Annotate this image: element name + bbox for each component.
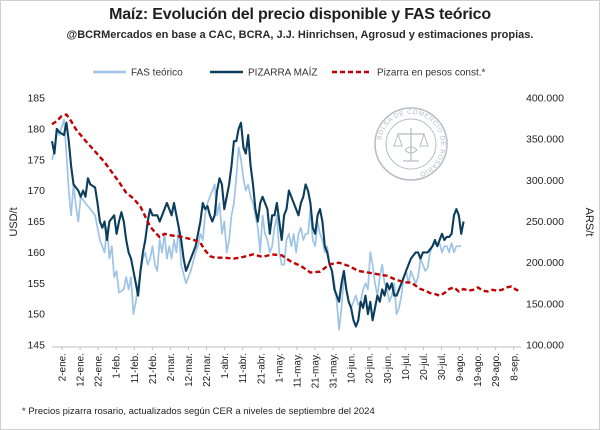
series-pizarra-pesos — [51, 113, 522, 297]
y-right-tick-label: 350.000 — [526, 134, 564, 146]
y-left-tick-label: 180 — [27, 123, 45, 135]
series-layer — [50, 113, 522, 331]
x-tick-label: 21-may. — [310, 353, 321, 388]
y-right-tick-label: 200.000 — [526, 257, 564, 269]
x-tick-label: 11-abr. — [238, 353, 249, 383]
x-tick-label: 11-feb. — [130, 353, 141, 383]
y-right-axis-title: ARS/t — [583, 208, 595, 237]
chart-subtitle: @BCRMercados en base a CAC, BCRA, J.J. H… — [66, 29, 534, 41]
series-pizarra-maiz — [50, 121, 465, 328]
x-tick-label: 22-ene. — [94, 353, 105, 387]
x-tick-label: 9-ago. — [455, 353, 466, 381]
y-right-tick-label: 300.000 — [526, 175, 564, 187]
x-tick-label: 19-ago. — [473, 353, 484, 387]
x-tick-label: 2-ene. — [58, 353, 69, 381]
x-tick-label: 22-mar. — [202, 353, 213, 387]
x-tick-label: 2-mar. — [166, 353, 177, 381]
chart-title: Maíz: Evolución del precio disponible y … — [109, 6, 491, 23]
x-tick-label: 30-jun. — [383, 353, 394, 384]
y-left-ticks: 145 150 155 160 165 170 175 180 185 — [27, 93, 45, 352]
y-right-tick-label: 100.000 — [526, 340, 564, 352]
chart-legend: FAS teórico PIZARRA MAÍZ Pizarra en peso… — [93, 66, 485, 79]
y-right-tick-label: 150.000 — [526, 298, 564, 310]
y-left-tick-label: 155 — [27, 278, 45, 290]
legend-label-fas: FAS teórico — [131, 68, 183, 79]
y-left-tick-label: 160 — [27, 247, 45, 259]
legend-label-pizarra: PIZARRA MAÍZ — [248, 66, 317, 79]
x-tick-label: 11-may. — [292, 353, 303, 388]
y-left-tick-label: 185 — [27, 93, 45, 105]
x-tick-label: 1-feb. — [112, 353, 123, 379]
y-left-tick-label: 175 — [27, 154, 45, 166]
x-tick-label: 10-jun. — [347, 353, 358, 384]
bcr-seal-watermark: BOLSA DE COMERCIO DE ROSARIO — [374, 107, 448, 181]
y-right-ticks: 100.000 150.000 200.000 250.000 300.000 350.0… — [526, 93, 564, 352]
x-tick-label: 10-jul. — [401, 353, 412, 380]
x-tick-label: 1-may. — [274, 353, 285, 383]
y-left-tick-label: 165 — [27, 216, 45, 228]
y-left-axis-title: USD/t — [8, 207, 20, 236]
x-tick-label: 31-may. — [329, 353, 340, 388]
x-ticks: 2-ene. 12-ene. 22-ene. 1-feb. 11-feb. 21-feb.… — [52, 346, 521, 388]
footnote: * Precios pizarra rosario, actualizados … — [22, 406, 375, 417]
x-tick-label: 1-abr. — [220, 353, 231, 379]
y-right-tick-label: 250.000 — [526, 216, 564, 228]
x-tick-label: 29-ago. — [491, 353, 502, 387]
y-left-tick-label: 145 — [27, 340, 45, 352]
x-tick-label: 20-jun. — [365, 353, 376, 384]
legend-label-pesos: Pizarra en pesos const.* — [377, 68, 485, 79]
x-tick-label: 20-jul. — [419, 353, 430, 380]
x-tick-label: 8-sep. — [509, 353, 520, 381]
y-left-tick-label: 170 — [27, 185, 45, 197]
y-right-tick-label: 400.000 — [526, 93, 564, 105]
x-tick-label: 12-mar. — [184, 353, 195, 387]
x-tick-label: 12-ene. — [76, 353, 87, 387]
x-tick-label: 21-feb. — [148, 353, 159, 384]
price-chart: FAS teórico PIZARRA MAÍZ Pizarra en peso… — [8, 66, 595, 389]
x-tick-label: 21-abr. — [256, 353, 267, 384]
series-fas-teorico — [51, 118, 462, 331]
x-tick-label: 30-jul. — [437, 353, 448, 380]
y-left-tick-label: 150 — [27, 309, 45, 321]
